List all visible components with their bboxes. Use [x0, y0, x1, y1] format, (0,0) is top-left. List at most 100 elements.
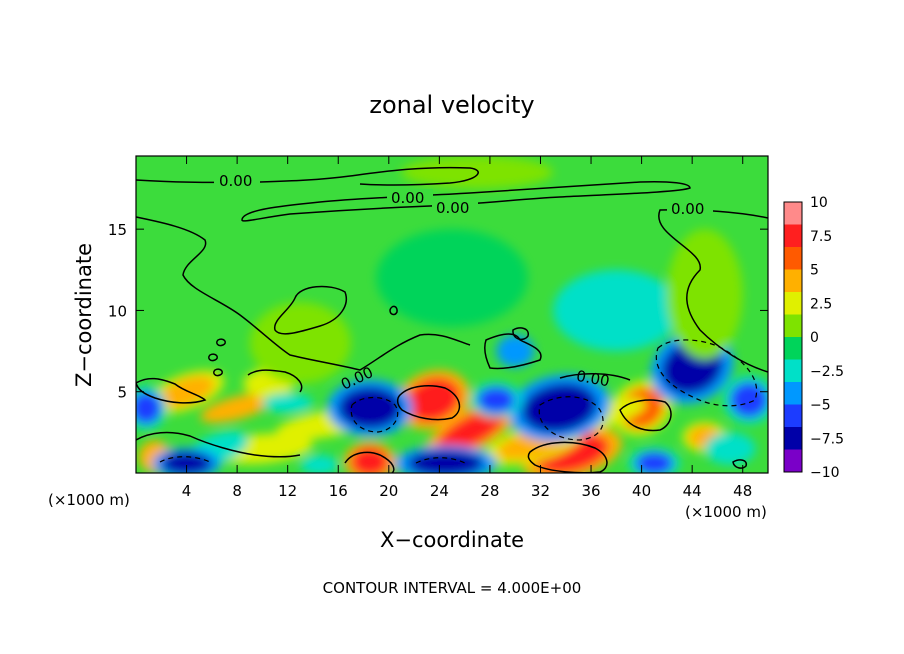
colorbar-tick-label: −5	[810, 398, 831, 414]
plot-frame	[135, 155, 769, 474]
contour-label: 0.00	[436, 199, 469, 217]
contour-line	[241, 181, 691, 222]
velocity-field	[136, 156, 768, 473]
contour-line	[527, 441, 608, 473]
field-feature	[436, 408, 506, 453]
contour-line	[159, 456, 211, 463]
contour-label: 0.00	[391, 189, 424, 207]
x-axis-label: X−coordinate	[380, 528, 524, 552]
contour-line	[415, 457, 466, 464]
contour-line	[559, 372, 631, 381]
colorbar-swatch	[784, 449, 802, 473]
x-unit-right: (×1000 m)	[685, 503, 767, 521]
colorbar-swatch	[784, 269, 802, 293]
x-unit-left: (×1000 m)	[48, 491, 130, 509]
colorbar-swatch	[784, 292, 802, 315]
x-tick-label: 20	[379, 482, 398, 500]
negative-contours	[159, 339, 758, 464]
x-tick-label: 48	[733, 482, 752, 500]
contour-label: 0.00	[671, 200, 704, 218]
x-tick-label: 16	[329, 482, 348, 500]
field-feature	[553, 269, 680, 352]
field-feature	[401, 156, 554, 189]
field-feature	[338, 386, 402, 430]
x-tick-label: 44	[683, 482, 702, 500]
field-feature	[136, 391, 162, 425]
field-feature	[496, 334, 535, 368]
colorbar-tick-label: 5	[810, 263, 819, 279]
colorbar-swatch	[784, 247, 802, 270]
colorbar-tick-label: −10	[810, 465, 840, 481]
colorbar-tick-label: 10	[810, 195, 828, 211]
field-feature	[200, 393, 274, 423]
x-tick-label: 32	[531, 482, 550, 500]
contour-line	[344, 451, 395, 473]
x-tick-label: 4	[182, 482, 192, 500]
colorbar-tick-label: 7.5	[810, 229, 832, 245]
x-tick-label: 36	[581, 482, 600, 500]
field-feature	[300, 455, 339, 473]
colorbar-swatch	[784, 404, 802, 428]
field-feature	[635, 451, 674, 473]
contour-label-bg	[214, 172, 260, 188]
x-tick-label: 24	[430, 482, 449, 500]
contour-label-bg	[667, 200, 713, 216]
colorbar-swatch	[784, 427, 802, 450]
contour-line	[655, 339, 758, 407]
colorbar-tick-label: 2.5	[810, 296, 832, 312]
colorbar-swatch	[784, 337, 802, 360]
field-feature	[704, 432, 756, 465]
colorbar-swatch	[784, 359, 802, 383]
y-tick-label: 15	[108, 221, 127, 239]
field-feature	[407, 450, 484, 473]
contour-line	[274, 285, 347, 335]
contour-label: 0.00	[575, 367, 611, 391]
colorbar-swatch	[784, 202, 802, 225]
contour-line	[136, 377, 207, 404]
colorbar-tick-label: −2.5	[810, 364, 844, 380]
x-tick-label: 12	[278, 482, 297, 500]
field-feature	[262, 393, 313, 413]
contour-line	[389, 305, 398, 316]
field-feature	[477, 386, 516, 413]
contour-label: 0.00	[219, 172, 252, 190]
contour-line	[136, 216, 471, 371]
contour-interval-note: CONTOUR INTERVAL = 4.000E+00	[323, 579, 582, 597]
field-feature	[730, 381, 768, 418]
y-tick-label: 5	[117, 384, 127, 402]
field-feature	[161, 451, 212, 473]
contour-labels: 0.00 0.00 0.00 0.00 0.00 0.00	[214, 172, 713, 394]
colorbar-tick-label: 0	[810, 330, 819, 346]
contour-line	[350, 396, 399, 433]
y-axis: 5 10 15	[108, 221, 768, 402]
colorbar: 10 7.5 5 2.5 0 −2.5 −5 −7.5 −10	[783, 195, 844, 481]
contour-line	[247, 369, 303, 393]
contour-line	[136, 431, 301, 458]
contour-label-bg	[387, 189, 433, 205]
x-tick-label: 8	[232, 482, 242, 500]
colorbar-swatch	[784, 382, 802, 405]
x-tick-label: 40	[632, 482, 651, 500]
chart-title: zonal velocity	[369, 91, 534, 119]
contour-line	[538, 396, 604, 441]
field-feature	[376, 229, 528, 327]
y-tick-label: 10	[108, 302, 127, 320]
x-axis: 4 8 12 16 20 24 28 32 36 40 44 48	[182, 156, 752, 500]
contour-line	[396, 385, 461, 421]
y-axis-label: Z−coordinate	[72, 243, 96, 387]
field-feature	[249, 302, 351, 384]
contour-label-bg	[432, 199, 478, 215]
field-feature	[350, 446, 389, 473]
colorbar-frame	[783, 201, 803, 473]
x-tick-label: 28	[480, 482, 499, 500]
contour-line	[208, 338, 226, 377]
colorbar-swatch	[784, 314, 802, 338]
contour-line	[512, 327, 529, 341]
colorbar-swatch	[784, 224, 802, 248]
plot-area: 0.00 0.00 0.00 0.00 0.00 0.00 4 8 12 16 20 24…	[108, 155, 769, 500]
contour-line	[732, 459, 748, 469]
field-feature	[666, 229, 743, 360]
colorbar-tick-label: −7.5	[810, 431, 844, 447]
contour-line	[619, 399, 672, 432]
